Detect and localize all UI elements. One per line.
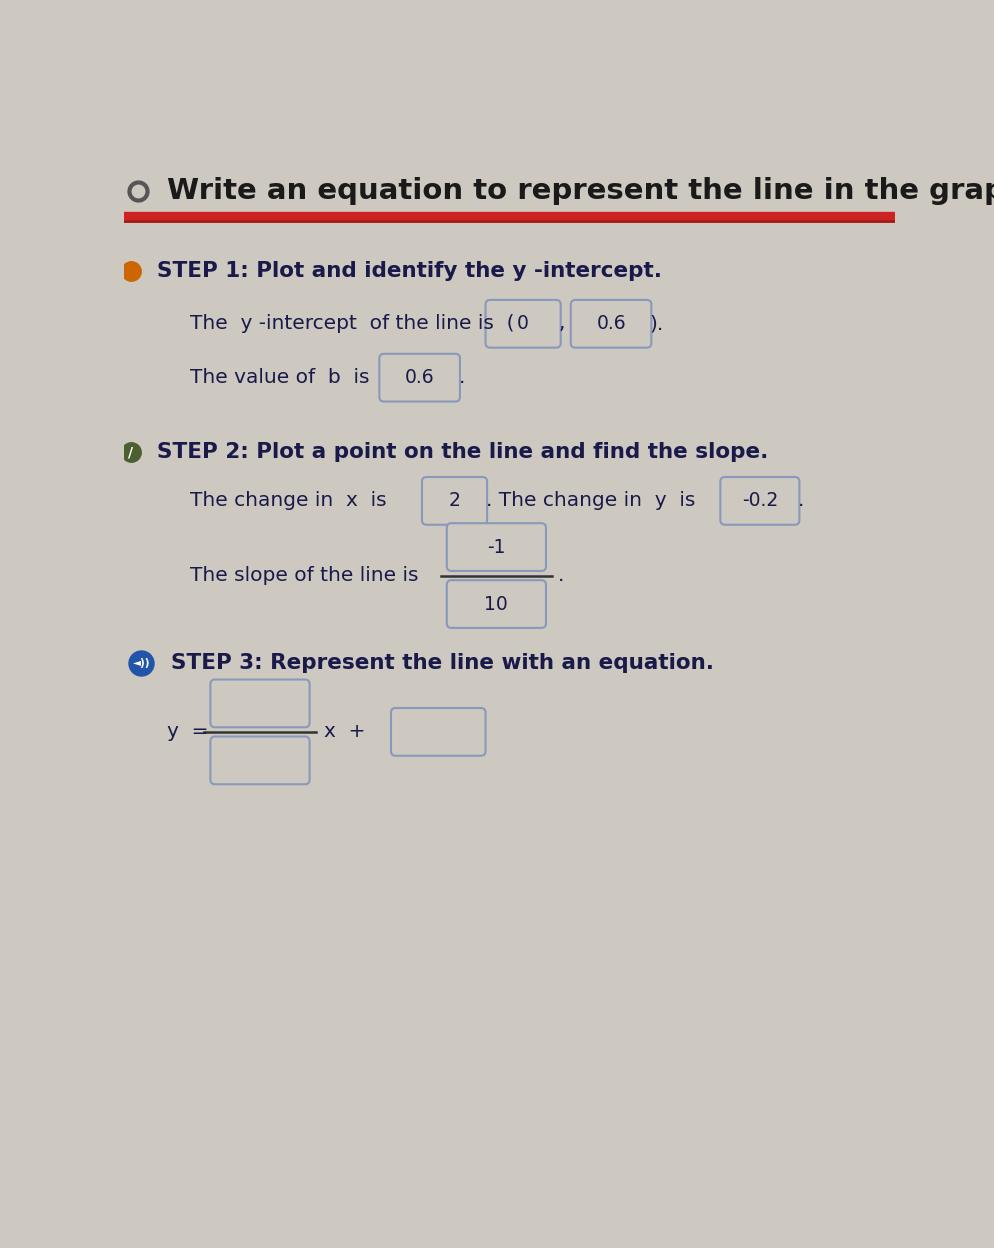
Text: Write an equation to represent the line in the graph.: Write an equation to represent the line … xyxy=(167,176,994,205)
Text: The change in  x  is: The change in x is xyxy=(190,492,387,510)
FancyBboxPatch shape xyxy=(485,300,561,348)
Text: STEP 2: Plot a point on the line and find the slope.: STEP 2: Plot a point on the line and fin… xyxy=(157,442,767,462)
Text: STEP 1: Plot and identify the y -intercept.: STEP 1: Plot and identify the y -interce… xyxy=(157,261,661,281)
FancyBboxPatch shape xyxy=(571,300,651,348)
FancyBboxPatch shape xyxy=(391,708,485,756)
Text: 0: 0 xyxy=(517,314,529,333)
Text: STEP 3: Represent the line with an equation.: STEP 3: Represent the line with an equat… xyxy=(171,653,713,673)
FancyBboxPatch shape xyxy=(379,354,459,402)
Text: 0.6: 0.6 xyxy=(405,368,434,387)
FancyBboxPatch shape xyxy=(720,477,798,524)
FancyBboxPatch shape xyxy=(421,477,487,524)
FancyBboxPatch shape xyxy=(446,523,546,570)
Text: .: . xyxy=(458,368,464,387)
Text: .: . xyxy=(797,492,803,510)
Text: 2: 2 xyxy=(448,492,460,510)
Text: 0.6: 0.6 xyxy=(595,314,625,333)
FancyBboxPatch shape xyxy=(210,736,309,784)
Text: The  y -intercept  of the line is  (: The y -intercept of the line is ( xyxy=(190,314,514,333)
Text: . The change in  y  is: . The change in y is xyxy=(485,492,694,510)
Text: ,: , xyxy=(558,314,565,333)
FancyBboxPatch shape xyxy=(210,679,309,728)
Text: .: . xyxy=(558,567,565,585)
Text: -0.2: -0.2 xyxy=(741,492,777,510)
Text: The slope of the line is: The slope of the line is xyxy=(190,567,418,585)
Text: y  =: y = xyxy=(167,723,209,741)
Text: -1: -1 xyxy=(487,538,505,557)
Text: 10: 10 xyxy=(484,594,508,614)
Text: ).: ). xyxy=(649,314,663,333)
Text: ◄)): ◄)) xyxy=(132,658,150,668)
Text: /: / xyxy=(128,446,133,459)
FancyBboxPatch shape xyxy=(446,580,546,628)
Text: x  +: x + xyxy=(323,723,365,741)
Text: The value of  b  is: The value of b is xyxy=(190,368,370,387)
